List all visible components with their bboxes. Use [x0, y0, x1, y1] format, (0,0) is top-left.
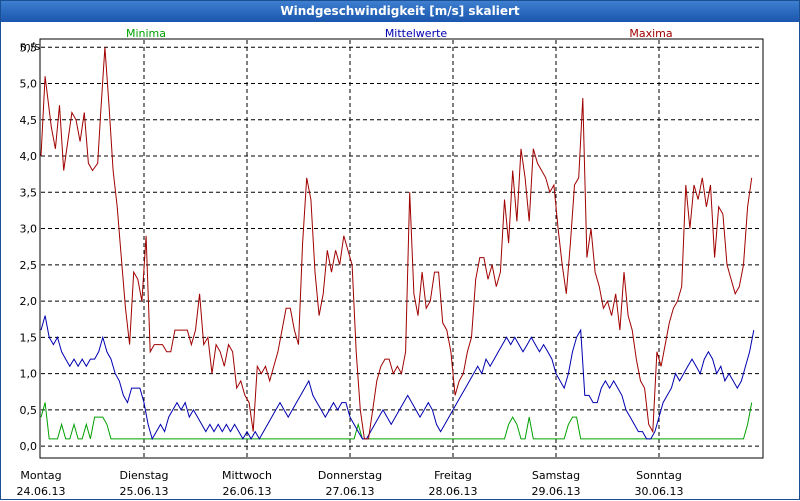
legend-maxima: Maxima [629, 27, 672, 40]
x-tick-day: Freitag [434, 469, 472, 482]
y-tick-label: 5,5 [20, 41, 38, 54]
y-tick-label: 2,5 [20, 259, 38, 272]
series-mittelwerte [40, 315, 755, 441]
x-tick-date: 30.06.13 [635, 485, 684, 498]
x-tick-day: Montag [20, 469, 61, 482]
x-tick-labels: Montag 24.06.13 Dienstag 25.06.13 Mittwoch 26… [17, 469, 684, 498]
y-tick-label: 4,5 [20, 114, 38, 127]
y-tick-label: 3,5 [20, 186, 38, 199]
y-tick-label: 0,5 [20, 404, 38, 417]
series-lines [40, 47, 755, 441]
y-tick-label: 1,0 [20, 368, 38, 381]
y-tick-labels: 0,0 0,5 1,0 1,5 2,0 2,5 3,0 3,5 4,0 4,5 5,0 5,5 [20, 41, 38, 453]
y-tick-label: 3,0 [20, 223, 38, 236]
window-title: Windgeschwindigkeit [m/s] skaliert [1, 1, 799, 22]
x-tick-date: 27.06.13 [326, 485, 375, 498]
x-tick-day: Donnerstag [318, 469, 382, 482]
y-tick-label: 0,0 [20, 440, 38, 453]
series-maxima [40, 47, 753, 440]
y-tick-label: 2,0 [20, 295, 38, 308]
grid-lines [41, 40, 762, 457]
x-tick-date: 29.06.13 [532, 485, 581, 498]
x-tick-date: 26.06.13 [223, 485, 272, 498]
x-tick-date: 24.06.13 [17, 485, 66, 498]
legend-minima: Minima [126, 27, 166, 40]
y-tick-label: 1,5 [20, 331, 38, 344]
x-tick-date: 25.06.13 [120, 485, 169, 498]
x-tick-date: 28.06.13 [429, 485, 478, 498]
y-tick-label: 4,0 [20, 150, 38, 163]
y-axis-label: m/s [20, 40, 40, 53]
x-tick-day: Dienstag [119, 469, 168, 482]
x-tick-day: Sonntag [636, 469, 682, 482]
x-tick-day: Mittwoch [222, 469, 272, 482]
y-tick-label: 5,0 [20, 78, 38, 91]
plot-area [39, 38, 764, 459]
series-minima [40, 402, 753, 440]
legend-mittelwerte: Mittelwerte [385, 27, 448, 40]
x-tick-day: Samstag [532, 469, 580, 482]
